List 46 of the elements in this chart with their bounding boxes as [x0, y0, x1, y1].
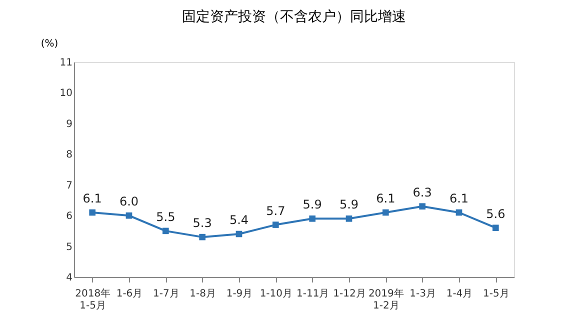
- x-tick-label: 1-8月: [190, 288, 216, 300]
- x-tick-label: 1-6月: [116, 288, 143, 300]
- x-tick-label: 1-11月: [296, 288, 330, 300]
- point: [419, 203, 426, 210]
- x-tick-label: 1-5月: [482, 288, 510, 300]
- y-tick-label: 7: [66, 180, 72, 192]
- point: [126, 212, 132, 219]
- text: 6.1: [449, 192, 469, 206]
- point: [162, 228, 169, 234]
- text: 5.7: [266, 204, 286, 218]
- y-tick-label: 9: [66, 118, 72, 130]
- text: 6.3: [412, 185, 432, 200]
- x-tick-label: 1-7月: [152, 288, 180, 300]
- x-tick-label: 2018年 1-5月: [75, 288, 111, 312]
- x-tick-label: 1-12月: [333, 288, 366, 300]
- point: [309, 215, 316, 222]
- text: 5.4: [229, 213, 249, 227]
- point: [456, 209, 462, 216]
- x-tick-label: 2019年 1-2月: [368, 288, 404, 312]
- point: [199, 234, 206, 240]
- text: 6.1: [376, 192, 396, 206]
- point: [346, 215, 352, 222]
- text: 5.3: [192, 216, 212, 230]
- x-tick-label: 1-10月: [260, 288, 293, 300]
- point: [382, 209, 389, 216]
- y-tick-label: 4: [66, 272, 72, 284]
- y-tick-label: 8: [66, 150, 72, 161]
- text: 5.6: [486, 206, 506, 221]
- point: [272, 222, 279, 228]
- y-tick-label: 11: [60, 58, 72, 68]
- y-tick-label: 6: [66, 211, 72, 222]
- text: 5.5: [156, 210, 176, 224]
- x-tick-label: 1-9月: [226, 288, 253, 300]
- y-tick-label: 10: [60, 88, 72, 100]
- x-tick-label: 1-3月: [410, 288, 436, 300]
- point: [492, 224, 499, 232]
- point: [236, 230, 242, 238]
- text: 6.1: [82, 192, 102, 206]
- x-tick-label: 1-4月: [446, 288, 473, 300]
- point: [89, 209, 96, 216]
- y-axis-title: (%): [40, 38, 58, 50]
- text: 5.9: [339, 198, 359, 212]
- y-tick-label: 5: [66, 242, 72, 253]
- text: 6.0: [119, 194, 139, 209]
- text: 5.9: [302, 198, 322, 212]
- chart-title: 固定资产投资（不含农户）同比增速: [182, 9, 406, 25]
